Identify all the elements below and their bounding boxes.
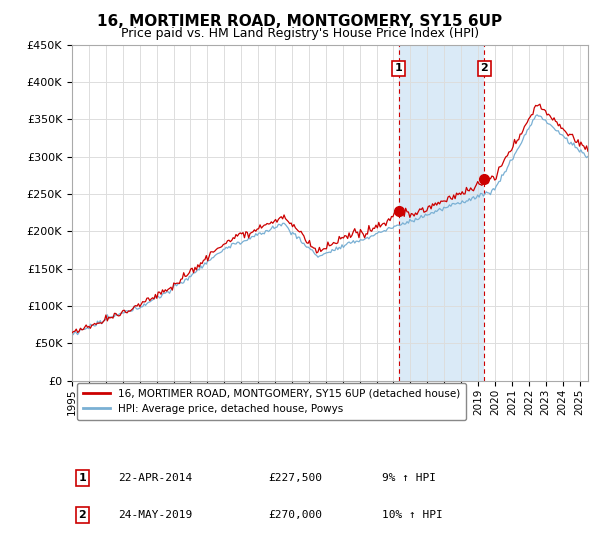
Text: 9% ↑ HPI: 9% ↑ HPI bbox=[382, 473, 436, 483]
Text: 1: 1 bbox=[79, 473, 86, 483]
Text: 10% ↑ HPI: 10% ↑ HPI bbox=[382, 510, 442, 520]
Legend: 16, MORTIMER ROAD, MONTGOMERY, SY15 6UP (detached house), HPI: Average price, de: 16, MORTIMER ROAD, MONTGOMERY, SY15 6UP … bbox=[77, 382, 466, 421]
Text: 24-MAY-2019: 24-MAY-2019 bbox=[118, 510, 193, 520]
Text: 2: 2 bbox=[481, 63, 488, 73]
Text: £227,500: £227,500 bbox=[268, 473, 322, 483]
Text: 16, MORTIMER ROAD, MONTGOMERY, SY15 6UP: 16, MORTIMER ROAD, MONTGOMERY, SY15 6UP bbox=[97, 14, 503, 29]
Text: 2: 2 bbox=[79, 510, 86, 520]
Text: Price paid vs. HM Land Registry's House Price Index (HPI): Price paid vs. HM Land Registry's House … bbox=[121, 27, 479, 40]
Text: £270,000: £270,000 bbox=[268, 510, 322, 520]
Text: 22-APR-2014: 22-APR-2014 bbox=[118, 473, 193, 483]
Text: 1: 1 bbox=[395, 63, 403, 73]
